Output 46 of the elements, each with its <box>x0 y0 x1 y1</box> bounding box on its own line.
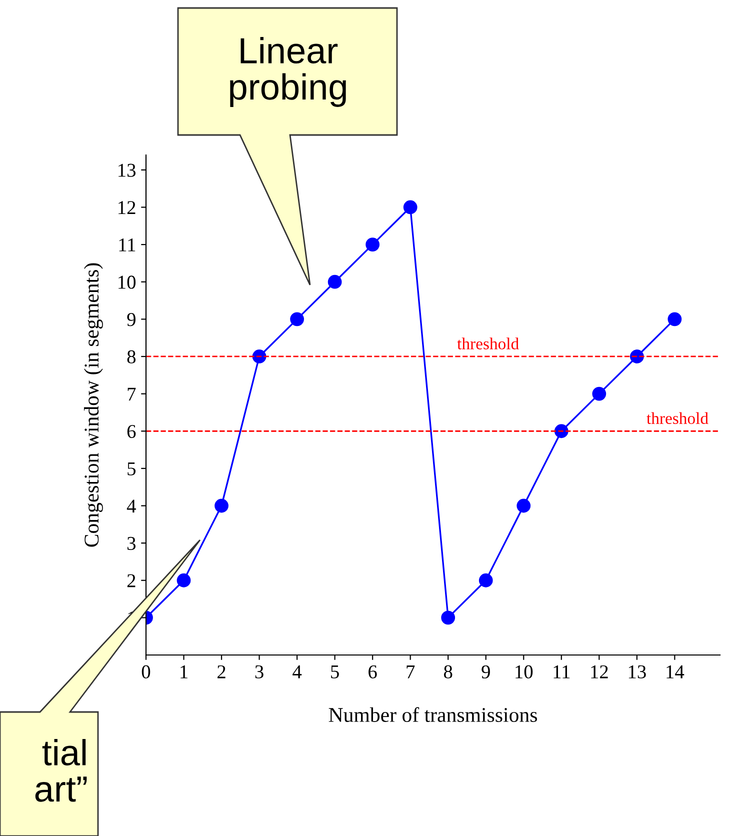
point <box>176 573 191 588</box>
ref-line-label: threshold <box>646 412 708 424</box>
x-tick-label: 8 <box>444 665 452 678</box>
x-tick-label: 13 <box>628 665 646 678</box>
y-tick-label: 8 <box>127 350 136 364</box>
point <box>478 573 493 588</box>
y-tick-label: 12 <box>118 201 136 214</box>
ref-line-label: threshold <box>457 338 519 350</box>
x-tick-label: 12 <box>591 665 608 678</box>
x-tick-label: 5 <box>331 665 339 678</box>
point <box>252 350 266 364</box>
point <box>328 274 342 289</box>
point <box>403 200 418 214</box>
point <box>441 610 456 625</box>
y-tick-label: 4 <box>126 500 136 512</box>
x-tick-label: 1 <box>180 665 188 678</box>
point <box>630 350 644 364</box>
x-tick-label: 2 <box>218 665 226 678</box>
x-tick-label: 9 <box>482 665 490 678</box>
x-tick-label: 6 <box>368 665 377 678</box>
x-tick-label: 4 <box>292 665 302 678</box>
x-tick-label: 14 <box>666 665 684 678</box>
point <box>366 238 380 252</box>
point <box>668 312 682 326</box>
y-tick-label: 10 <box>118 276 136 289</box>
y-tick-label: 2 <box>127 574 136 588</box>
x-tick-label: 3 <box>255 665 264 678</box>
y-tick-label: 3 <box>127 536 136 550</box>
point <box>290 312 304 326</box>
y-tick-label: 9 <box>127 313 136 326</box>
y-axis-title: Congestion window (in segments) <box>84 263 103 547</box>
y-tick-label: 7 <box>128 388 136 401</box>
x-axis-title: Number of transmissions <box>328 707 537 722</box>
point <box>516 498 531 513</box>
point <box>214 498 228 513</box>
text: Linear probing <box>230 37 346 107</box>
x-tick-label: 0 <box>142 665 150 678</box>
text: tial art” <box>35 739 87 802</box>
x-tick-label: 10 <box>516 665 533 678</box>
y-tick-label: 5 <box>128 462 136 476</box>
point <box>592 386 606 401</box>
y-tick-label: 6 <box>127 424 136 438</box>
x-tick-label: 7 <box>406 665 415 678</box>
y-tick-label: 11 <box>119 238 136 252</box>
x-tick-label: 11 <box>554 665 570 678</box>
y-tick-label: 13 <box>118 164 136 177</box>
